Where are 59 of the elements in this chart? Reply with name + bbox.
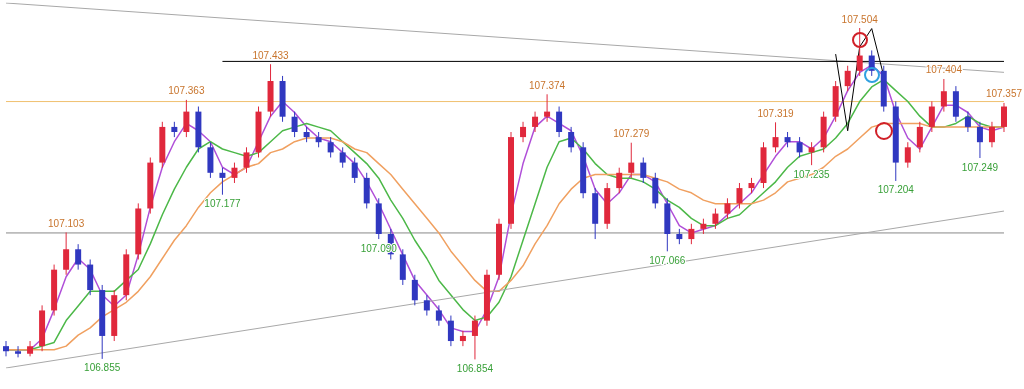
candlestick xyxy=(556,106,563,138)
candlestick xyxy=(351,157,358,184)
candlestick xyxy=(628,142,635,179)
candlestick xyxy=(75,243,82,271)
candlestick xyxy=(411,274,418,306)
annotation: 107.204 xyxy=(877,184,915,196)
annotation: 107.433 xyxy=(252,49,290,61)
candlestick xyxy=(976,121,983,159)
candlestick xyxy=(3,340,10,357)
candlestick xyxy=(712,207,719,230)
annotation: 107.363 xyxy=(168,85,205,97)
candlestick xyxy=(772,121,779,153)
candlestick xyxy=(616,167,623,194)
candlestick xyxy=(736,182,743,209)
annotation: 107.066 xyxy=(649,254,686,266)
candlestick xyxy=(544,93,551,123)
candlestick xyxy=(568,126,575,153)
candlestick xyxy=(15,345,22,358)
candlestick xyxy=(459,330,466,347)
annotation: 106.854 xyxy=(456,362,494,374)
annotation: 107.279 xyxy=(613,128,650,140)
candlestick xyxy=(27,340,34,357)
annotation: 107.357 xyxy=(985,88,1023,100)
candlestick xyxy=(640,157,647,184)
annotation: 106.855 xyxy=(84,362,121,374)
candlestick xyxy=(423,294,430,317)
annotation: 107.374 xyxy=(529,79,566,91)
candlestick xyxy=(808,141,815,166)
candlestick xyxy=(339,146,346,169)
candlestick xyxy=(916,121,923,153)
candlestick xyxy=(724,197,731,220)
candlestick xyxy=(183,99,190,138)
candlestick xyxy=(964,111,971,133)
candlestick xyxy=(63,231,70,276)
candlestick xyxy=(796,136,803,158)
candlestick xyxy=(327,136,334,158)
annotation: 107.504 xyxy=(841,13,879,25)
candlestick xyxy=(435,304,442,327)
annotation: 107.177 xyxy=(204,198,241,210)
candlestick xyxy=(940,78,947,113)
candlestick xyxy=(447,315,454,347)
annotation: 107.103 xyxy=(48,217,85,229)
candlestick xyxy=(243,146,250,174)
candlestick xyxy=(688,223,695,245)
candlestick xyxy=(219,167,226,196)
annotation: 107.319 xyxy=(757,107,795,119)
candlestick xyxy=(291,111,298,138)
candlestick xyxy=(844,65,851,92)
candlestick xyxy=(1000,102,1007,133)
candlestick xyxy=(988,121,995,148)
candlestick xyxy=(928,100,935,133)
candlestick xyxy=(471,315,478,360)
candlestick xyxy=(856,27,863,77)
annotation: 107.404 xyxy=(925,64,963,76)
candlestick xyxy=(231,162,238,184)
candlestick xyxy=(532,111,539,133)
annotation: 107.249 xyxy=(961,161,999,173)
candlestick xyxy=(520,121,527,143)
candlestick xyxy=(904,141,911,169)
